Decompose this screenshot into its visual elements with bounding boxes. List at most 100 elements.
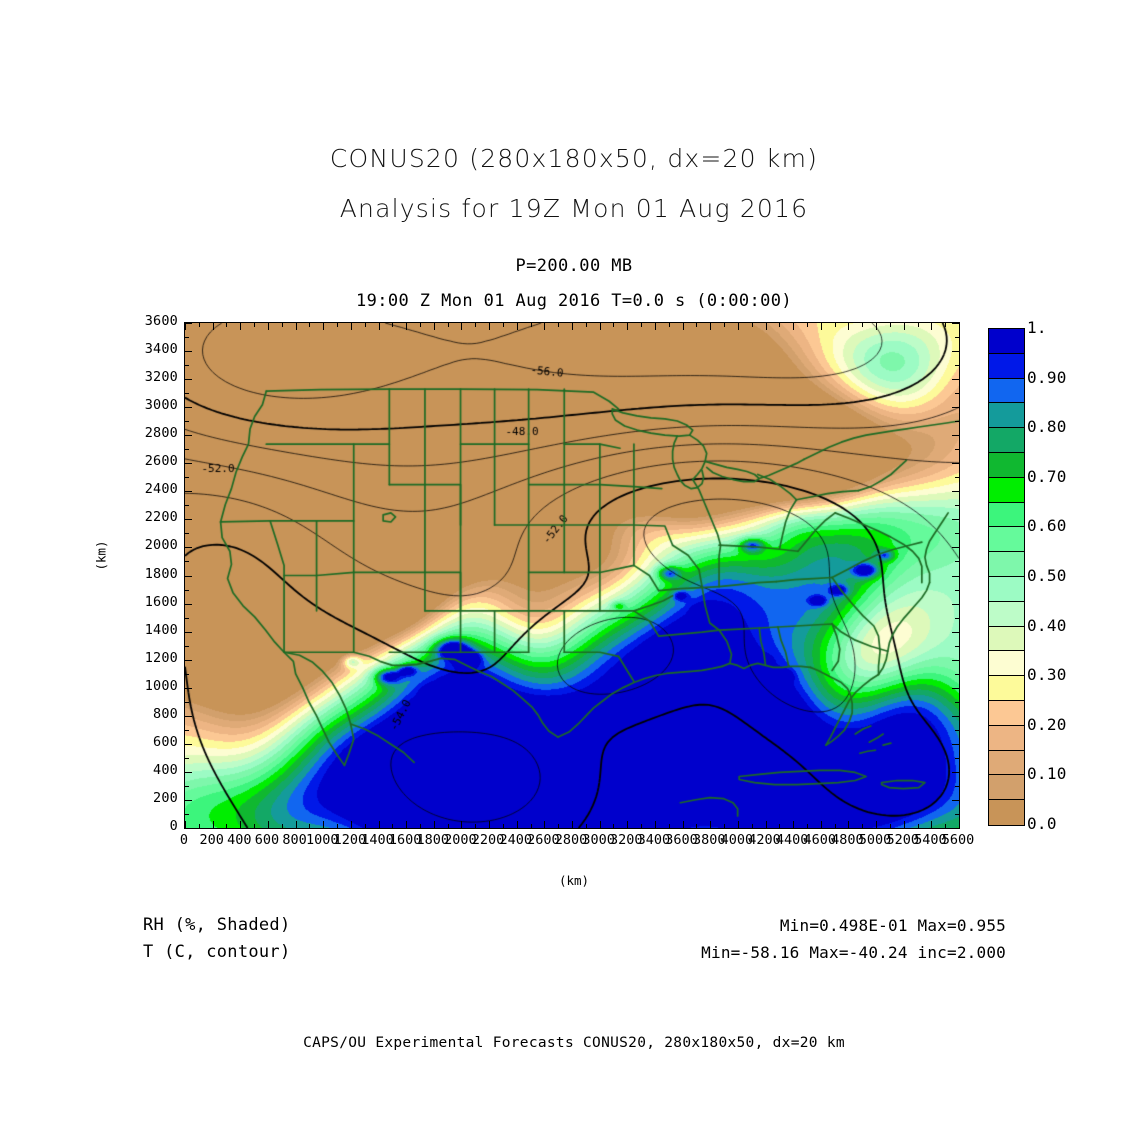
y-tick-mark [185,631,192,633]
colorbar-tick-label: 0.50 [1027,566,1067,585]
colorbar-tick-label: 0.20 [1027,714,1067,734]
y-tick-mark-right [952,799,959,801]
colorbar-tick-label: 0.70 [1027,466,1067,486]
x-tick-mark-top [544,323,546,330]
x-tick-mark [267,821,269,828]
page-title-line2: Analysis for 19Z Mon 01 Aug 2016 [339,194,809,223]
y-tick-mark [185,799,192,801]
y-tick-label: 1000 [144,677,178,694]
map-plot-area[interactable] [184,322,960,829]
x-tick-label: 2600 [527,832,560,848]
colorbar-band [989,800,1024,825]
field-statistics: Min=0.498E-01 Max=0.955 Min=-58.16 Max=-… [701,912,1006,966]
x-tick-label: 1000 [305,832,339,848]
x-tick-label: 0 [179,832,189,848]
x-tick-mark [475,824,477,828]
x-tick-mark [627,821,629,828]
x-tick-label: 2200 [471,832,505,848]
y-tick-label: 3600 [144,313,178,329]
y-tick-mark-right [952,379,959,381]
x-tick-mark [696,824,698,828]
y-tick-mark-right [955,617,959,619]
x-tick-mark-top [240,323,242,330]
x-tick-label: 5600 [941,832,975,848]
y-tick-mark-right [955,337,959,339]
colorbar-band [989,601,1024,627]
y-tick-mark [185,505,189,507]
y-tick-label: 200 [153,789,178,806]
x-tick-mark [862,824,864,828]
y-tick-mark [185,533,189,535]
x-tick-label: 200 [199,832,224,848]
x-tick-label: 4400 [775,832,809,848]
y-tick-label: 0 [169,818,178,834]
x-tick-mark-top [309,323,311,327]
x-tick-mark-top [710,323,712,330]
y-tick-label: 2800 [144,425,178,442]
x-tick-mark [931,821,933,828]
x-tick-mark-top [613,323,615,327]
x-tick-mark-top [281,323,283,327]
x-tick-label: 3600 [665,832,698,848]
y-tick-mark [185,379,192,381]
x-tick-mark-top [931,323,933,330]
x-tick-label: 400 [227,832,252,848]
x-tick-mark [765,821,767,828]
y-tick-mark-right [955,449,959,451]
x-tick-mark [295,821,297,828]
x-tick-mark [198,824,200,828]
x-tick-label: 3000 [582,832,615,848]
y-tick-mark [185,365,189,367]
x-tick-mark [668,824,670,828]
y-tick-mark [185,757,189,759]
y-tick-mark [185,771,192,773]
colorbar-band [989,353,1024,379]
x-tick-mark [793,821,795,828]
x-tick-mark-top [461,323,463,330]
x-tick-label: 1200 [333,832,367,848]
colorbar-tick-label: 0.0 [1027,814,1057,833]
y-tick-mark [185,701,189,703]
y-tick-label: 3000 [144,397,178,414]
contour-field-stats: Min=-58.16 Max=-40.24 inc=2.000 [701,943,1006,962]
y-tick-mark-right [952,828,959,829]
x-tick-mark-top [212,323,214,330]
x-tick-mark [337,824,339,828]
x-tick-mark-top [848,323,850,330]
y-tick-label: 3400 [144,341,178,358]
x-tick-mark-top [876,323,878,330]
x-tick-mark-top [751,323,753,327]
y-tick-label: 2200 [144,509,178,526]
x-tick-mark [447,824,449,828]
x-tick-mark-top [323,323,325,330]
x-tick-mark [599,821,601,828]
y-tick-mark-right [955,589,959,591]
x-tick-mark [544,821,546,828]
y-tick-mark [185,575,192,577]
x-tick-mark-top [917,323,919,327]
x-tick-mark-top [267,323,269,330]
x-tick-mark-top [198,323,200,327]
x-tick-mark-top [959,323,960,330]
x-tick-mark [737,821,739,828]
y-tick-mark [185,603,192,605]
x-tick-mark [240,821,242,828]
x-axis-tick-labels: 0 200 400 600 800 1000 1200 1400 1600 1800 2000 220… [180,832,974,853]
y-tick-mark [185,337,189,339]
y-tick-mark-right [952,491,959,493]
y-tick-label: 1400 [144,621,178,638]
x-tick-mark-top [502,323,504,327]
colorbar-band [989,477,1024,503]
x-tick-label: 4000 [720,832,754,848]
x-tick-mark-top [765,323,767,330]
x-tick-mark [364,824,366,828]
y-tick-label: 3200 [144,369,178,386]
y-axis-title: (km) [93,540,109,571]
colorbar-band [989,527,1024,553]
shaded-field-label: RH (%, Shaded) [143,915,291,935]
x-tick-label: 2400 [499,832,532,848]
x-tick-mark [945,824,947,828]
colorbar-band [989,775,1024,801]
y-tick-mark-right [952,351,959,353]
x-tick-mark [530,824,532,828]
